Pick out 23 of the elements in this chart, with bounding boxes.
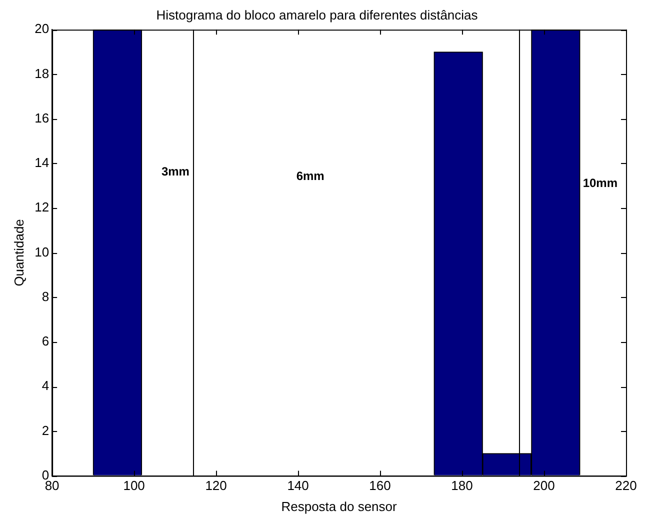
y-tick-label: 10 [34,244,50,260]
x-axis-title: Resposta do sensor [281,498,398,514]
y-axis-title: Quantidade [11,219,26,286]
y-tick-label: 18 [34,66,50,81]
x-tick-label: 180 [451,478,473,494]
annotation: 10mm [582,176,618,190]
y-tick-label: 16 [34,110,50,126]
y-tick-label: 12 [34,200,50,215]
x-tick-label: 140 [287,478,309,494]
chart-title: Histograma do bloco amarelo para diferentes distâncias [156,7,478,22]
x-tick-label: 200 [533,478,555,494]
annotation: 6mm [296,169,324,184]
y-tick-label: 4 [42,378,50,394]
x-tick-label: 100 [123,478,145,494]
y-tick-label: 14 [34,155,50,170]
y-tick-label: 2 [42,422,50,438]
y-tick-label: 8 [42,288,50,304]
x-tick-label: 120 [205,478,227,494]
x-tick-label: 220 [615,478,637,494]
x-tick-label: 160 [369,478,391,494]
y-tick-label: 20 [34,21,50,36]
annotation: 3mm [161,164,190,179]
y-tick-label: 6 [42,334,50,349]
